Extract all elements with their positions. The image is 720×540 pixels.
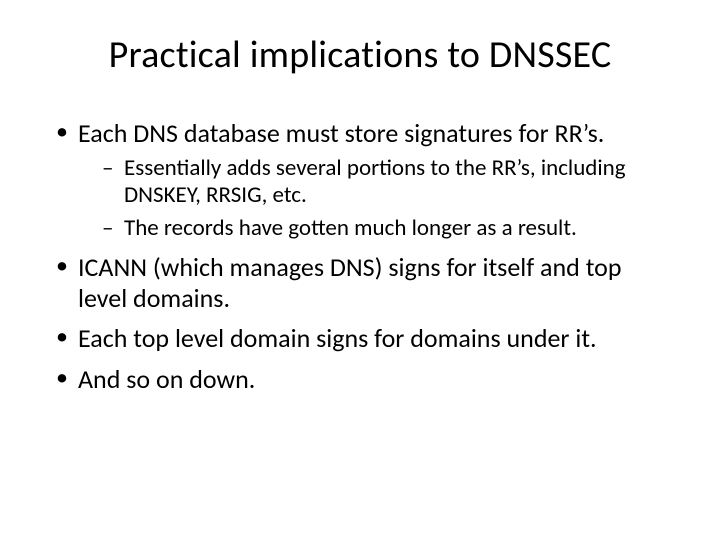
sub-bullet-list: Essentially adds several portions to the… [78, 155, 672, 242]
bullet-list: Each DNS database must store signatures … [40, 118, 680, 395]
bullet-item: ICANN (which manages DNS) signs for itse… [52, 252, 672, 313]
bullet-text: Each DNS database must store signatures … [78, 117, 604, 149]
sub-bullet-item: Essentially adds several portions to the… [102, 155, 672, 209]
bullet-item: Each DNS database must store signatures … [52, 118, 672, 242]
bullet-item: Each top level domain signs for domains … [52, 323, 672, 354]
slide-title: Practical implications to DNSSEC [40, 32, 680, 78]
bullet-text: ICANN (which manages DNS) signs for itse… [78, 251, 622, 314]
sub-bullet-item: The records have gotten much longer as a… [102, 215, 672, 242]
sub-bullet-text: The records have gotten much longer as a… [124, 214, 577, 242]
bullet-text: Each top level domain signs for domains … [78, 322, 597, 354]
sub-bullet-text: Essentially adds several portions to the… [124, 154, 626, 209]
bullet-text: And so on down. [78, 363, 255, 395]
bullet-item: And so on down. [52, 364, 672, 395]
slide: Practical implications to DNSSEC Each DN… [0, 0, 720, 540]
